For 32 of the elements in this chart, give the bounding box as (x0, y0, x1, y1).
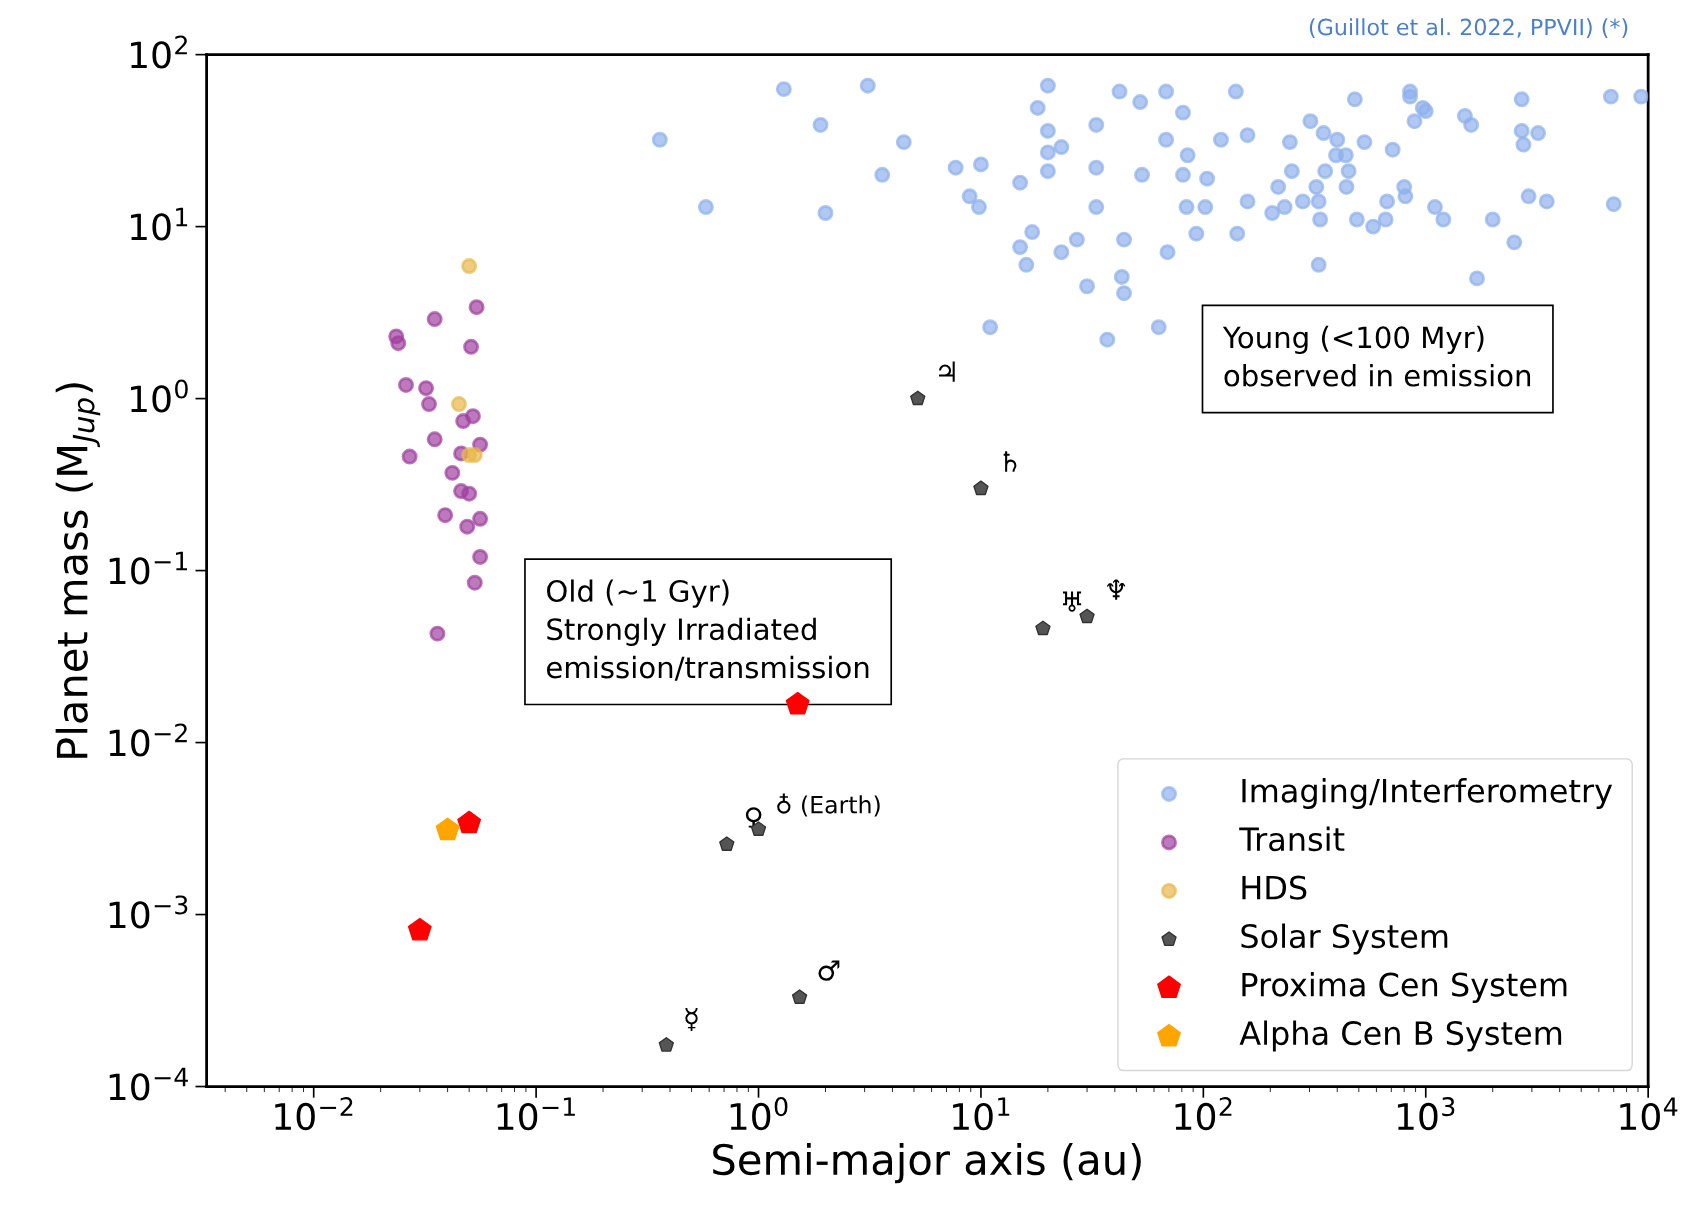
legend-label: Proxima Cen System (1242, 971, 1567, 1003)
y-tick-label: 10$^{−3}$ (109, 895, 188, 929)
legend-label: Transit (1239, 826, 1345, 852)
text: (Guillot et al. 2022, PPVII) (*) (1309, 18, 1628, 39)
y-axis-title: Planet mass (M$_{Jup}$) (55, 383, 101, 758)
annotation: Young (<100 Myr) observed in emission (1222, 325, 1531, 387)
y-tick-label: 10$^{2}$ (131, 35, 187, 69)
y-tick-label: 10$^{0}$ (131, 379, 188, 413)
x-tick-label: 10$^{3}$ (1397, 1097, 1455, 1131)
annotation: ♅ (1062, 591, 1082, 612)
annotation: ♆ (1107, 579, 1126, 600)
annotation: ☿ (685, 1007, 698, 1032)
x-tick-label: 10$^{−2}$ (275, 1097, 353, 1131)
x-tick-label: 10$^{1}$ (953, 1097, 1010, 1131)
y-tick-label: 10$^{−4}$ (109, 1067, 188, 1101)
annotation: ♂ (818, 960, 840, 981)
x-tick-label: 10$^{2}$ (1175, 1097, 1232, 1131)
y-tick-label: 10$^{1}$ (131, 207, 188, 241)
annotation: ♃ (939, 361, 955, 382)
annotation: ♄ (1003, 451, 1017, 472)
legend-label: HDS (1242, 875, 1307, 900)
annotation: Old (~1 Gyr) Strongly Irradiated emission/transmission (546, 579, 869, 681)
x-tick-label: 10$^{−1}$ (497, 1097, 575, 1131)
annotation: ♁ (Earth) (777, 793, 880, 817)
legend-label: Imaging/Interferometry (1242, 778, 1613, 809)
y-tick-label: 10$^{−2}$ (109, 723, 187, 757)
x-axis-title: Semi-major axis (au) (713, 1143, 1141, 1184)
y-tick-label: 10$^{−1}$ (109, 551, 187, 585)
x-tick-label: 10$^{0}$ (730, 1097, 788, 1131)
x-tick-label: 10$^{4}$ (1620, 1097, 1678, 1131)
legend-label: Alpha Cen B System (1239, 1020, 1562, 1052)
legend-label: Solar System (1241, 923, 1448, 955)
